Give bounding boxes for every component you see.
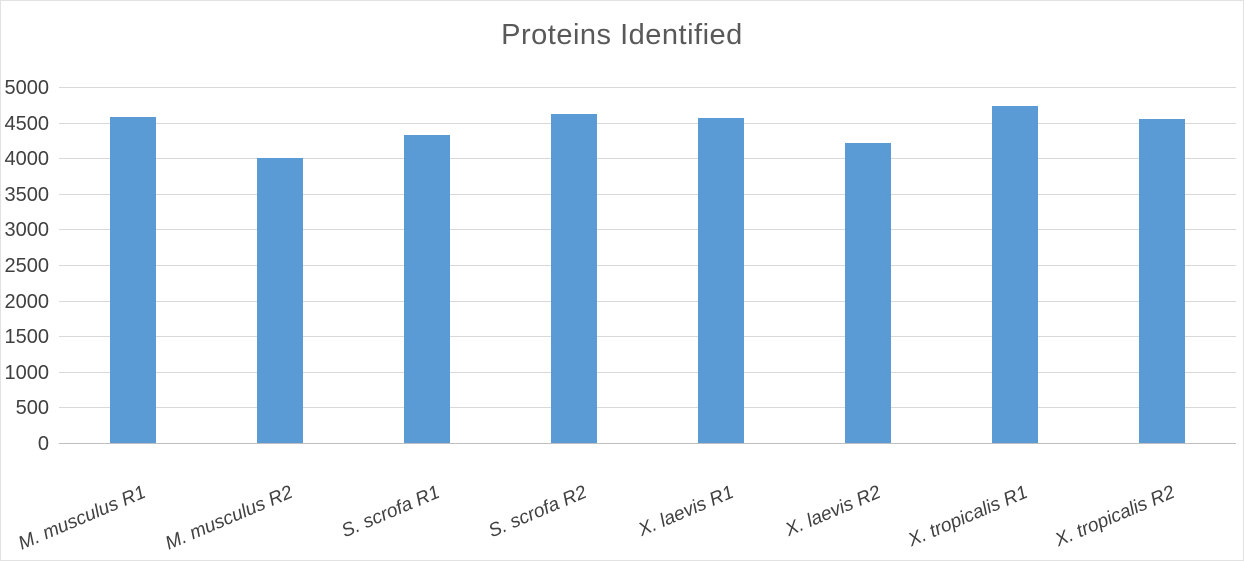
bar-m-musculus-r1 [109,116,156,443]
gridline [59,122,1236,124]
bar-x-laevis-r1 [698,118,745,443]
gridline [59,87,1236,88]
bar-s-scrofa-r1 [403,134,450,443]
bar-x-tropicalis-r1 [992,105,1039,443]
bar-x-laevis-r2 [845,143,892,443]
y-tick-label: 3000 [4,219,50,242]
y-tick-label: 2500 [4,255,50,277]
gridline [59,229,1236,231]
gridline [59,336,1236,338]
y-tick-label: 1500 [4,326,50,349]
y-tick-label: 4000 [4,148,50,171]
bar-s-scrofa-r2 [550,114,597,443]
y-tick-label: 1000 [4,361,50,384]
y-axis: 0 500 1000 1500 2000 2500 3000 3500 4000 4500 5000 [1,78,53,454]
y-tick-label: 2000 [4,290,50,313]
y-tick-label: 4500 [4,112,50,135]
y-tick-label: 0 [37,433,49,455]
gridline [59,371,1236,373]
gridline [59,300,1236,302]
y-tick-label: 5000 [4,77,50,99]
y-tick-label: 500 [15,397,49,420]
bar-x-tropicalis-r2 [1139,119,1186,443]
gridline [59,265,1236,266]
y-tick-label: 3500 [4,183,50,206]
gridline [59,407,1236,409]
gridline [59,193,1236,195]
x-axis-line [59,443,1236,444]
x-axis-labels: M. musculus R1 M. musculus R2 S. scrofa R1… [15,444,1236,560]
chart-title: Proteins Identified [501,19,743,51]
gridline [59,158,1236,160]
bar-m-musculus-r2 [256,157,303,443]
plot-area [59,87,1236,444]
